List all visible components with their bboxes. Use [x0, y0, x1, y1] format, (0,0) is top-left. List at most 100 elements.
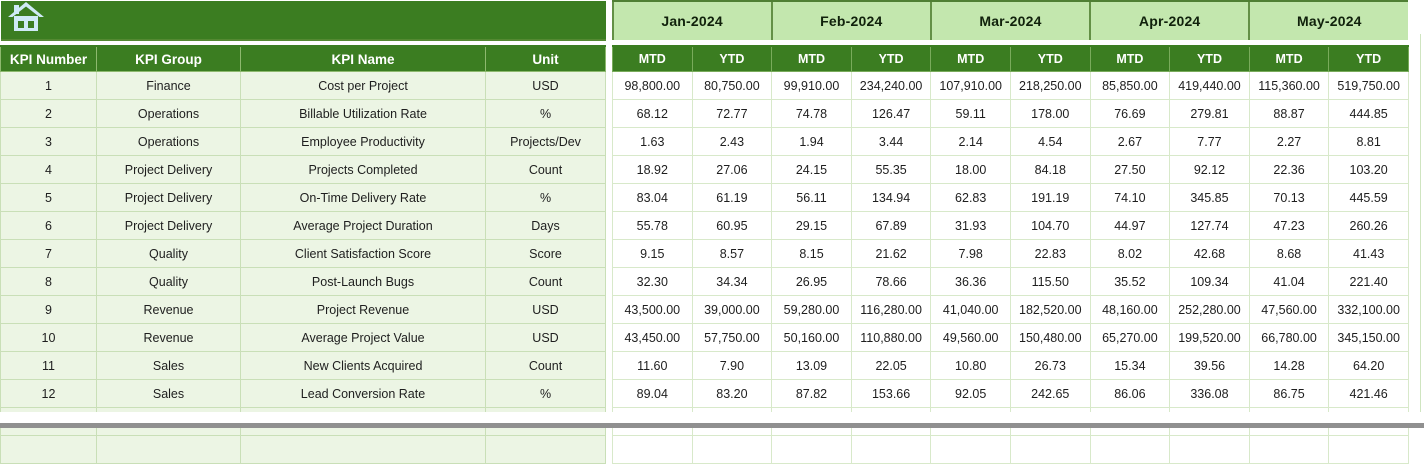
cell-value[interactable]: 65,270.00	[1089, 323, 1171, 352]
cell-value[interactable]: 48,160.00	[1089, 295, 1171, 324]
cell-value[interactable]: 109.34	[1169, 267, 1250, 296]
cell-name[interactable]: Cost per Project	[240, 71, 486, 100]
cell-value[interactable]: 31.93	[930, 211, 1011, 240]
cell-value[interactable]: 221.40	[1328, 267, 1409, 296]
cell-group[interactable]	[96, 435, 241, 464]
cell-value[interactable]	[1328, 435, 1409, 464]
cell-value[interactable]: 55.78	[612, 211, 693, 240]
cell-value[interactable]: 332,100.00	[1328, 295, 1409, 324]
cell-value[interactable]: 13.09	[771, 351, 852, 380]
cell-value[interactable]: 44.97	[1089, 211, 1171, 240]
cell-value[interactable]: 14.28	[1248, 351, 1330, 380]
cell-value[interactable]: 234,240.00	[850, 71, 932, 100]
cell-num[interactable]: 7	[0, 239, 97, 268]
cell-value[interactable]	[612, 435, 693, 464]
column-header[interactable]: KPI Name	[240, 45, 486, 72]
cell-value[interactable]: 74.78	[771, 99, 852, 128]
month-header[interactable]: Feb-2024	[770, 0, 931, 40]
cell-value[interactable]: 59.11	[930, 99, 1011, 128]
cell-value[interactable]: 27.50	[1089, 155, 1171, 184]
cell-value[interactable]: 21.62	[850, 239, 932, 268]
column-header[interactable]: KPI Number	[0, 45, 97, 72]
cell-value[interactable]: 7.90	[691, 351, 773, 380]
cell-value[interactable]: 1.63	[612, 127, 693, 156]
cell-value[interactable]: 41,040.00	[930, 295, 1011, 324]
cell-name[interactable]	[240, 435, 486, 464]
cell-unit[interactable]: USD	[485, 295, 606, 324]
cell-value[interactable]: 8.81	[1328, 127, 1409, 156]
cell-group[interactable]: Sales	[96, 351, 241, 380]
cell-value[interactable]: 47,560.00	[1248, 295, 1330, 324]
cell-value[interactable]	[850, 435, 932, 464]
subheader-ytd[interactable]: YTD	[691, 45, 773, 72]
cell-name[interactable]: On-Time Delivery Rate	[240, 183, 486, 212]
cell-unit[interactable]: %	[485, 183, 606, 212]
cell-value[interactable]	[1009, 435, 1091, 464]
cell-group[interactable]: Sales	[96, 379, 241, 408]
cell-value[interactable]: 18.92	[612, 155, 693, 184]
cell-value[interactable]: 32.30	[612, 267, 693, 296]
subheader-mtd[interactable]: MTD	[612, 45, 693, 72]
cell-value[interactable]: 115.50	[1009, 267, 1091, 296]
cell-value[interactable]: 24.15	[771, 155, 852, 184]
cell-name[interactable]: Post-Launch Bugs	[240, 267, 486, 296]
cell-value[interactable]: 116,280.00	[850, 295, 932, 324]
cell-value[interactable]: 98,800.00	[612, 71, 693, 100]
cell-value[interactable]	[771, 435, 852, 464]
cell-value[interactable]	[1169, 435, 1250, 464]
cell-name[interactable]: Average Project Duration	[240, 211, 486, 240]
cell-value[interactable]: 55.35	[850, 155, 932, 184]
cell-value[interactable]: 345,150.00	[1328, 323, 1409, 352]
subheader-mtd[interactable]: MTD	[930, 45, 1011, 72]
cell-value[interactable]: 92.12	[1169, 155, 1250, 184]
cell-name[interactable]: Lead Conversion Rate	[240, 379, 486, 408]
cell-group[interactable]: Revenue	[96, 323, 241, 352]
cell-value[interactable]: 27.06	[691, 155, 773, 184]
cell-num[interactable]: 9	[0, 295, 97, 324]
cell-unit[interactable]: Days	[485, 211, 606, 240]
cell-num[interactable]: 1	[0, 71, 97, 100]
cell-unit[interactable]: Count	[485, 267, 606, 296]
month-header[interactable]: Mar-2024	[929, 0, 1091, 40]
cell-value[interactable]: 66,780.00	[1248, 323, 1330, 352]
cell-num[interactable]: 11	[0, 351, 97, 380]
cell-unit[interactable]	[485, 435, 606, 464]
cell-value[interactable]: 88.87	[1248, 99, 1330, 128]
cell-value[interactable]: 50,160.00	[771, 323, 852, 352]
column-header[interactable]: Unit	[485, 45, 606, 72]
cell-name[interactable]: Billable Utilization Rate	[240, 99, 486, 128]
cell-value[interactable]: 218,250.00	[1009, 71, 1091, 100]
cell-value[interactable]: 29.15	[771, 211, 852, 240]
cell-value[interactable]: 22.36	[1248, 155, 1330, 184]
cell-value[interactable]: 39,000.00	[691, 295, 773, 324]
month-header[interactable]: Apr-2024	[1089, 0, 1250, 40]
cell-unit[interactable]: %	[485, 379, 606, 408]
cell-value[interactable]: 72.77	[691, 99, 773, 128]
cell-value[interactable]: 4.54	[1009, 127, 1091, 156]
cell-value[interactable]: 62.83	[930, 183, 1011, 212]
cell-value[interactable]: 68.12	[612, 99, 693, 128]
cell-value[interactable]: 86.75	[1248, 379, 1330, 408]
cell-value[interactable]: 2.14	[930, 127, 1011, 156]
cell-value[interactable]: 419,440.00	[1169, 71, 1250, 100]
cell-unit[interactable]: Projects/Dev	[485, 127, 606, 156]
subheader-ytd[interactable]: YTD	[850, 45, 932, 72]
cell-value[interactable]: 336.08	[1169, 379, 1250, 408]
cell-group[interactable]: Project Delivery	[96, 155, 241, 184]
cell-name[interactable]: Project Revenue	[240, 295, 486, 324]
cell-value[interactable]: 444.85	[1328, 99, 1409, 128]
cell-num[interactable]: 5	[0, 183, 97, 212]
cell-value[interactable]: 85,850.00	[1089, 71, 1171, 100]
cell-value[interactable]: 39.56	[1169, 351, 1250, 380]
cell-value[interactable]: 22.83	[1009, 239, 1091, 268]
cell-value[interactable]: 110,880.00	[850, 323, 932, 352]
cell-unit[interactable]: Score	[485, 239, 606, 268]
cell-group[interactable]: Operations	[96, 99, 241, 128]
cell-value[interactable]: 8.15	[771, 239, 852, 268]
cell-group[interactable]: Quality	[96, 267, 241, 296]
cell-value[interactable]: 61.19	[691, 183, 773, 212]
cell-value[interactable]: 18.00	[930, 155, 1011, 184]
cell-value[interactable]: 64.20	[1328, 351, 1409, 380]
cell-value[interactable]: 49,560.00	[930, 323, 1011, 352]
cell-value[interactable]: 2.67	[1089, 127, 1171, 156]
